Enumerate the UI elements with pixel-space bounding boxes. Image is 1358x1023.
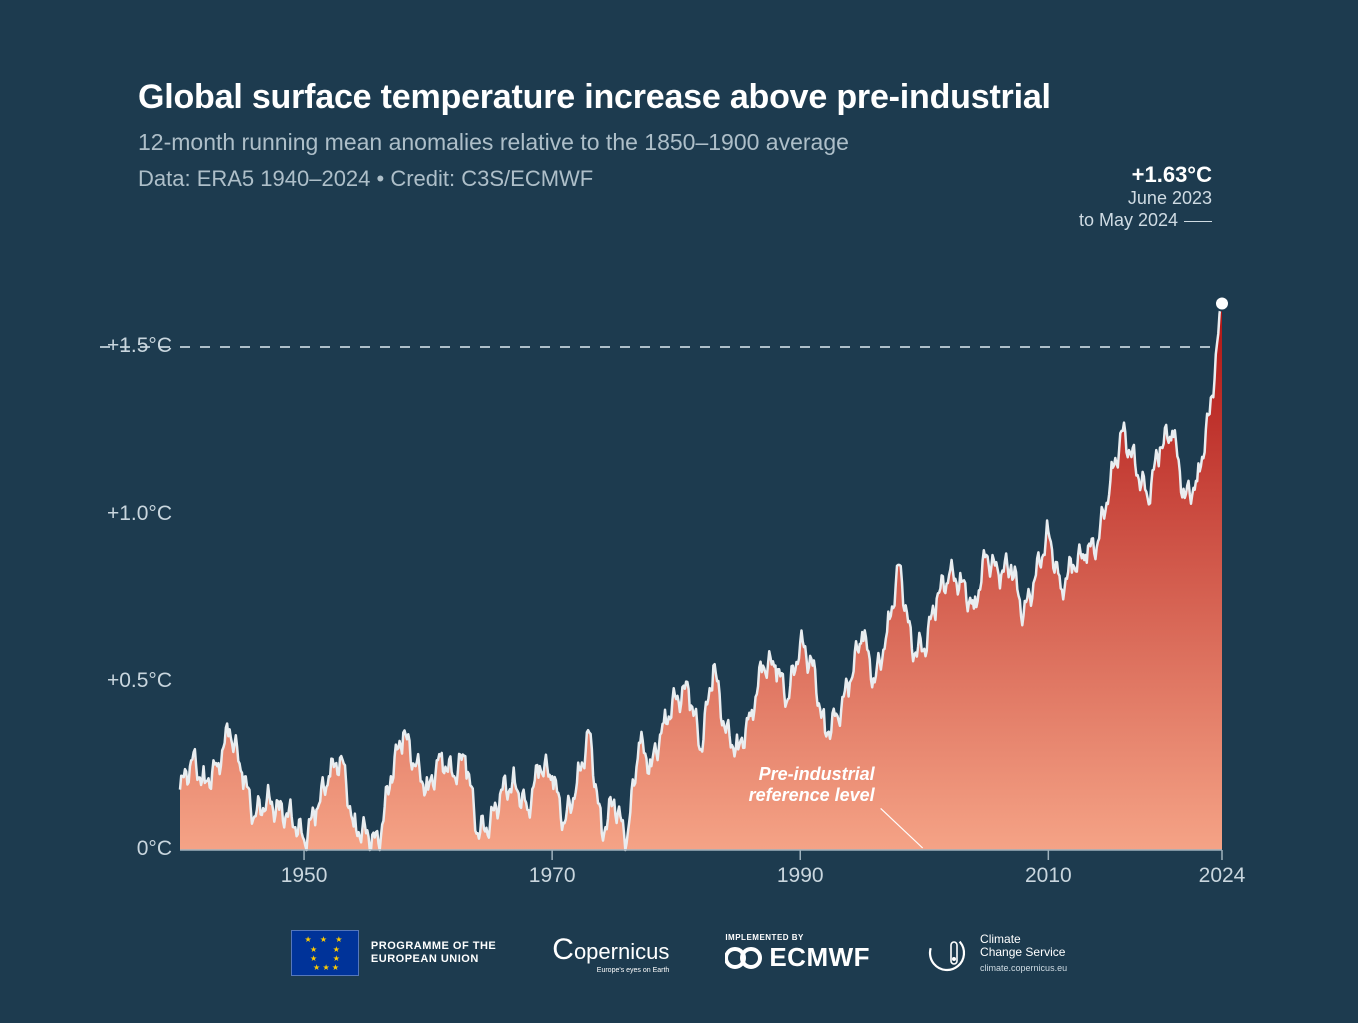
callout-line-2: to May 2024 [1079,210,1178,230]
eu-text-1: PROGRAMME OF THE [371,940,496,953]
y-axis-label: +1.5°C [107,334,172,358]
eu-flag-icon [291,930,359,976]
x-axis-label: 1990 [777,864,824,888]
reference-level-label: Pre-industrial reference level [725,764,875,805]
implemented-by-label: IMPLEMENTED BY [725,933,804,942]
eu-logo: PROGRAMME OF THE EUROPEAN UNION [291,930,496,976]
c3s-url: climate.copernicus.eu [980,963,1067,973]
callout-line-1: June 2023 [1079,188,1212,210]
x-axis-label: 2024 [1199,864,1246,888]
area-chart-svg [0,0,1358,1018]
c3s-logo: Climate Change Service climate.copernicu… [926,932,1067,974]
end-value-callout: +1.63°C June 2023 to May 2024 [1079,162,1212,232]
x-axis-label: 2010 [1025,864,1072,888]
callout-value: +1.63°C [1079,162,1212,188]
copernicus-tagline: Europe's eyes on Earth [552,967,669,974]
footer-logos: PROGRAMME OF THE EUROPEAN UNION Copernic… [0,918,1358,988]
chart-container: 0°C +0.5°C +1.0°C +1.5°C 1950 1970 1990 2010 20… [0,0,1358,1018]
ecmwf-logo: IMPLEMENTED BY ECMWF [725,933,870,973]
eu-text-2: EUROPEAN UNION [371,953,496,966]
y-axis-label: 0°C [137,837,172,861]
copernicus-text: opernicus [574,939,669,964]
ref-label-line-1: Pre-industrial [725,764,875,785]
x-axis-label: 1950 [281,864,328,888]
ecmwf-text: ECMWF [769,942,870,973]
x-axis-label: 1970 [529,864,576,888]
y-axis-label: +1.0°C [107,502,172,526]
y-axis-label: +0.5°C [107,669,172,693]
c3s-line-2: Change Service [980,946,1067,959]
ecmwf-icon [725,946,765,970]
ref-label-line-2: reference level [725,785,875,806]
copernicus-logo: Copernicus Europe's eyes on Earth [552,933,669,974]
c3s-globe-icon [926,932,968,974]
